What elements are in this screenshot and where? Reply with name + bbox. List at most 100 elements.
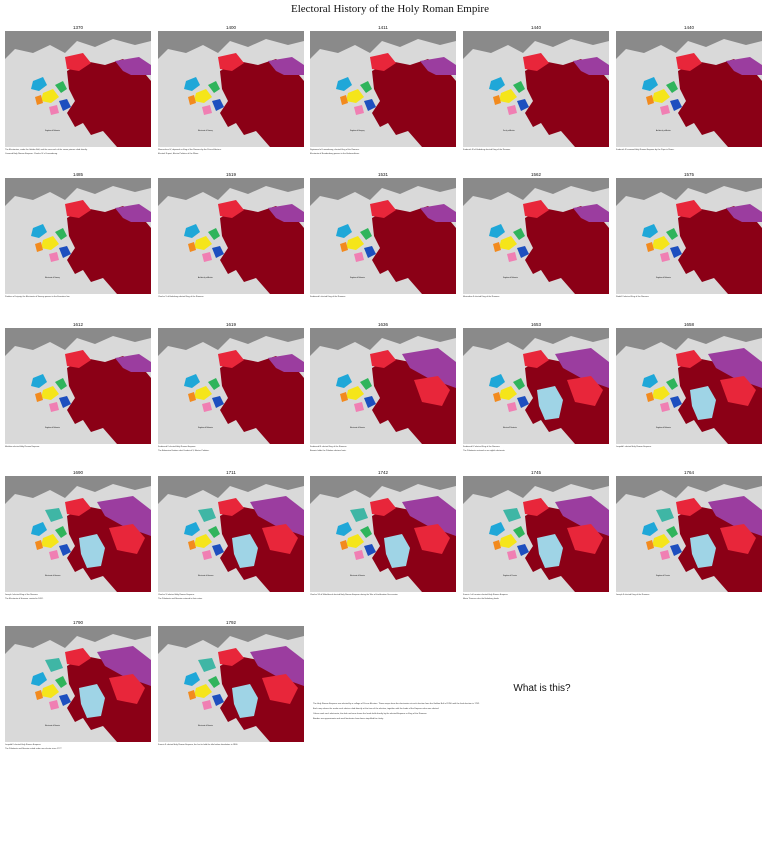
what-is-this-paragraph: Each map shows the realm each elector ru…	[313, 708, 440, 710]
red-electorate	[676, 200, 702, 218]
pink-electorate	[507, 402, 517, 412]
green-electorate	[55, 228, 67, 240]
map-panel-1790: 1790 Electorate of Bavaria Leopold II ele…	[5, 620, 151, 752]
yellow-electorate	[194, 534, 212, 548]
cyan-electorate	[184, 672, 200, 686]
caption-line: Leopold II elected Holy Roman Emperor.	[5, 744, 42, 746]
yellow-electorate	[499, 236, 517, 250]
blue-electorate	[212, 694, 224, 706]
brandenburg-area	[402, 496, 456, 536]
brandenburg-area	[268, 57, 304, 75]
hanover-area	[350, 508, 368, 522]
yellow-electorate	[652, 89, 670, 103]
pink-electorate	[202, 105, 212, 115]
pink-electorate	[660, 252, 670, 262]
yellow-electorate	[41, 89, 59, 103]
electorate-map: Electorate of Hanover	[5, 476, 151, 592]
red-electorate	[370, 53, 396, 71]
green-electorate	[55, 676, 67, 688]
caption-line: Bavaria holds the Palatine electoral vot…	[310, 450, 347, 453]
red-east-electorate	[567, 376, 603, 406]
cyan-electorate	[489, 224, 505, 238]
caption-line: Charles VII of Wittelsbach elected Holy …	[310, 594, 399, 596]
brandenburg-area	[726, 57, 762, 75]
yellow-electorate	[194, 684, 212, 698]
blue-electorate	[212, 246, 224, 258]
caption-line: Crowned Holy Roman Emperor: Charles IV o…	[5, 153, 58, 156]
orange-electorate	[188, 690, 196, 700]
pink-electorate	[354, 105, 364, 115]
orange-electorate	[35, 690, 43, 700]
yellow-electorate	[499, 386, 517, 400]
electorate-map: Kingdom of Bohemia	[5, 328, 151, 444]
region-label: Electorate of Saxony	[198, 129, 213, 132]
cyan-electorate	[642, 77, 658, 91]
emperor-lands	[67, 59, 151, 147]
map-panel-1370: 1370 Kingdom of Bohemia The Electorates, …	[5, 25, 151, 157]
region-label: Electorate of Bavaria	[198, 724, 213, 727]
cyan-electorate	[642, 374, 658, 388]
green-electorate	[513, 526, 525, 538]
electorate-map: Kingdom of Prussia	[463, 476, 609, 592]
map-panel-1742: 1742 Electorate of Bavaria Charles VII of…	[310, 470, 456, 598]
map-panel-1764: 1764 Kingdom of Prussia Joseph II elected…	[616, 470, 762, 598]
hanover-area	[45, 658, 63, 672]
pink-electorate	[202, 550, 212, 560]
caption-line: Ferdinand II elected Holy Roman Emperor.	[158, 446, 196, 448]
orange-electorate	[35, 242, 43, 252]
red-east-electorate	[720, 524, 756, 554]
orange-electorate	[188, 95, 196, 105]
map-caption: Francis I of Lorraine elected Holy Roman…	[463, 594, 609, 601]
cyan-electorate	[31, 77, 47, 91]
green-electorate	[55, 378, 67, 390]
pink-electorate	[354, 252, 364, 262]
orange-electorate	[188, 392, 196, 402]
page-title: Electoral History of the Holy Roman Empi…	[291, 3, 489, 15]
green-electorate	[513, 378, 525, 390]
yellow-electorate	[652, 236, 670, 250]
caption-line: The Electorate of Hanover created in 169…	[5, 598, 44, 601]
lightblue-electorate	[384, 534, 410, 568]
yellow-electorate	[652, 386, 670, 400]
brandenburg-area	[115, 57, 151, 75]
green-electorate	[360, 526, 372, 538]
caption-line: The Palatinate restored as an eighth ele…	[463, 450, 506, 453]
map-caption: Ferdinand II elected Holy Roman Emperor.…	[158, 446, 304, 453]
map-caption: Frederick III crowned Holy Roman Emperor…	[616, 149, 762, 152]
hanover-area	[45, 508, 63, 522]
yellow-electorate	[346, 534, 364, 548]
pink-electorate	[507, 105, 517, 115]
orange-electorate	[188, 540, 196, 550]
region-label: Duchy of Austria	[503, 129, 515, 132]
map-panel-1653: 1653 Electoral Palatinate Ferdinand IV el…	[463, 322, 609, 454]
cyan-electorate	[489, 77, 505, 91]
map-caption: Leopold I elected Holy Roman Emperor.	[616, 446, 762, 449]
map-caption: Maximilian II elected King of the Romans…	[463, 296, 609, 299]
caption-line: The Palatinate and Bavaria restored to t…	[158, 598, 203, 601]
orange-electorate	[493, 540, 501, 550]
electorate-map: Kingdom of Bohemia	[463, 178, 609, 294]
cyan-electorate	[31, 224, 47, 238]
map-year-label: 1792	[225, 620, 236, 625]
blue-electorate	[212, 99, 224, 111]
brandenburg-area	[115, 204, 151, 222]
blue-electorate	[212, 544, 224, 556]
electorate-map: Electorate of Hanover	[158, 476, 304, 592]
green-electorate	[208, 676, 220, 688]
red-electorate	[218, 53, 244, 71]
red-east-electorate	[109, 524, 145, 554]
pink-electorate	[507, 252, 517, 262]
electorate-map: Kingdom of Bohemia	[158, 328, 304, 444]
pink-electorate	[354, 550, 364, 560]
emperor-lands	[525, 59, 609, 147]
map-year-label: 1440	[530, 25, 541, 30]
region-label: Kingdom of Prussia	[656, 575, 670, 577]
pink-electorate	[49, 252, 59, 262]
pink-electorate	[49, 105, 59, 115]
caption-line: Joseph I elected King of the Romans.	[5, 594, 39, 596]
blue-electorate	[364, 396, 376, 408]
region-label: Kingdom of Prussia	[503, 575, 517, 577]
cyan-electorate	[489, 374, 505, 388]
electorate-map: Electorate of Saxony	[5, 178, 151, 294]
red-electorate	[65, 498, 91, 516]
